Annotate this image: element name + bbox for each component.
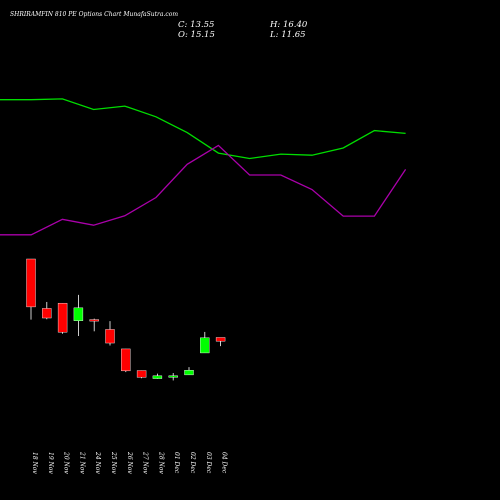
x-tick-label: 04 Dec bbox=[221, 452, 228, 474]
candle-9 bbox=[168, 373, 178, 381]
candle-5 bbox=[105, 321, 115, 346]
candle-6 bbox=[121, 348, 131, 373]
candlesticks bbox=[26, 258, 226, 381]
x-axis-ticks: 18 Nov 19 Nov 20 Nov 21 Nov 24 Nov 25 Nov 26 N… bbox=[31, 451, 228, 474]
close-label: C: 13.55 bbox=[178, 20, 214, 30]
x-tick-label: 18 Nov bbox=[31, 452, 38, 474]
candle-body bbox=[89, 319, 99, 322]
x-tick-label: 27 Nov bbox=[142, 451, 149, 474]
candle-0 bbox=[26, 258, 36, 320]
x-tick-label: 19 Nov bbox=[47, 452, 54, 474]
candle-11 bbox=[200, 331, 210, 354]
candle-8 bbox=[152, 373, 163, 379]
x-tick-label: 28 Nov bbox=[157, 451, 164, 474]
candle-3 bbox=[73, 294, 84, 336]
x-tick-label: 24 Nov bbox=[94, 451, 101, 474]
x-tick-label: 01 Dec bbox=[173, 452, 180, 474]
candle-body bbox=[121, 348, 131, 372]
candle-body bbox=[168, 375, 178, 378]
low-label: L: 11.65 bbox=[269, 30, 306, 40]
candle-body bbox=[152, 375, 163, 379]
candle-body bbox=[26, 258, 36, 308]
candle-body bbox=[42, 308, 52, 319]
x-tick-label: 03 Dec bbox=[205, 452, 212, 474]
open-label: O: 15.15 bbox=[178, 30, 215, 40]
x-tick-label: 25 Nov bbox=[110, 451, 117, 474]
candle-body bbox=[136, 370, 147, 378]
candle-4 bbox=[89, 318, 99, 332]
candle-body bbox=[215, 337, 226, 342]
x-tick-label: 21 Nov bbox=[78, 451, 85, 474]
chart-title: SHRIRAMFIN 810 PE Options Chart MunafaSu… bbox=[10, 11, 178, 18]
magenta-indicator-line bbox=[0, 144, 407, 236]
candle-2 bbox=[57, 302, 68, 334]
x-tick-label: 26 Nov bbox=[126, 451, 133, 474]
candle-body bbox=[73, 307, 84, 321]
high-label: H: 16.40 bbox=[269, 20, 308, 30]
green-indicator-line bbox=[0, 98, 406, 160]
x-tick-label: 20 Nov bbox=[63, 451, 70, 474]
indicator-lines bbox=[0, 98, 407, 236]
candle-body bbox=[105, 329, 115, 344]
candle-body bbox=[184, 370, 194, 376]
candle-10 bbox=[184, 367, 194, 376]
candle-body bbox=[200, 337, 210, 354]
candle-12 bbox=[215, 337, 226, 347]
candle-body bbox=[57, 302, 68, 333]
candle-7 bbox=[136, 370, 147, 379]
candle-1 bbox=[42, 301, 52, 320]
x-tick-label: 02 Dec bbox=[189, 452, 196, 474]
